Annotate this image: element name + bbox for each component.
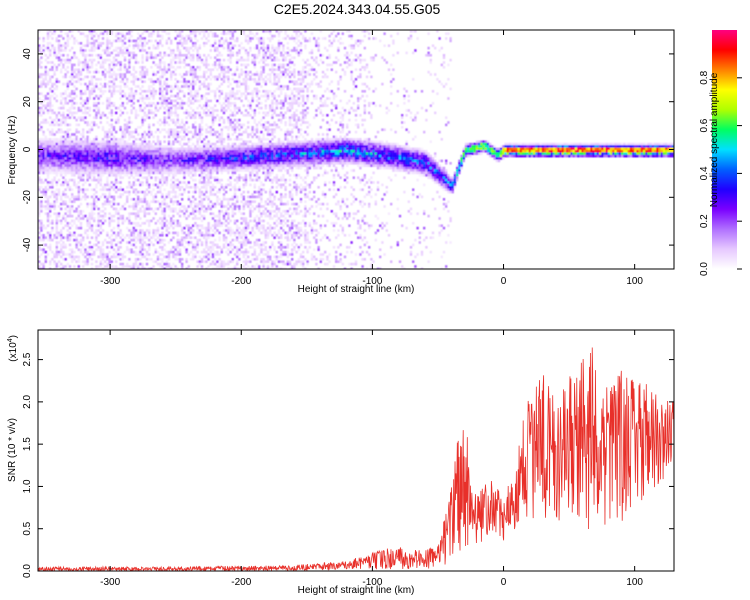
snr-y-tick-label: 0.0 (22, 564, 33, 578)
snr-y-tick-label: 2.5 (22, 352, 33, 366)
snr-x-tick-label: -300 (100, 577, 120, 588)
spectrogram-y-tick-label: -40 (22, 237, 33, 252)
snr-x-tick-label: -100 (362, 577, 382, 588)
spectrogram-y-axis-label: Frequency (Hz) (7, 116, 18, 185)
spectrogram-x-tick-label: 0 (501, 276, 507, 287)
colorbar-tick-label: 0.6 (699, 118, 710, 132)
snr-x-ticks: -300 -200 -100 0 100 (100, 330, 643, 588)
snr-x-tick-label: 100 (626, 577, 643, 588)
colorbar-gradient (712, 30, 737, 269)
spectrogram-x-tick-label: -200 (231, 276, 251, 287)
colorbar-tick-label: 0.8 (699, 70, 710, 84)
snr-frame (37, 329, 675, 572)
heatmap-cells (38, 30, 674, 269)
spectrogram-y-tick-label: 20 (22, 96, 33, 108)
spectrogram-x-ticks: -300 -200 -100 0 100 (100, 30, 643, 287)
spectrogram-y-tick-label: 40 (22, 48, 33, 60)
snr-scale-note: (x104) (7, 335, 19, 362)
spectrogram-x-tick-label: -100 (362, 276, 382, 287)
snr-y-axis-label: SNR (10 * v/v) (7, 418, 18, 482)
snr-y-tick-label: 0.5 (22, 521, 33, 535)
colorbar-tick-label: 0.0 (699, 262, 710, 276)
colorbar-label: Normalized spectral amplitude (709, 72, 720, 207)
snr-y-ticks: 0.0 0.5 1.0 1.5 2.0 2.5 (22, 352, 674, 578)
snr-x-tick-label: -200 (231, 577, 251, 588)
snr-x-tick-label: 0 (501, 577, 507, 588)
spectrogram-x-tick-label: 100 (626, 276, 643, 287)
snr-scale-close: ) (8, 335, 19, 338)
snr-scale-exponent: 4 (7, 338, 14, 342)
colorbar-ticks: 0.0 0.2 0.4 0.6 0.8 (699, 70, 742, 276)
spectrogram-x-axis-label: Height of straight line (km) (298, 284, 415, 295)
spectrogram-x-tick-label: -300 (100, 276, 120, 287)
snr-series-line (38, 347, 674, 571)
snr-scale-note-text: (x10 (8, 342, 19, 362)
spectrogram-y-tick-label: -20 (22, 190, 33, 205)
figure-title: C2E5.2024.343.04.55.G05 (274, 1, 441, 17)
colorbar-tick-label: 0.2 (699, 214, 710, 228)
snr-panel: -300 -200 -100 0 100 0.0 0.5 1.0 1.5 2.0 2.5 (x10… (7, 329, 675, 596)
spectrogram-y-ticks: -40 -20 0 20 40 (22, 48, 674, 252)
spectrogram-y-tick-label: 0 (22, 146, 33, 152)
snr-y-tick-label: 1.0 (22, 479, 33, 493)
snr-x-axis-label: Height of straight line (km) (298, 585, 415, 596)
snr-y-tick-label: 2.0 (22, 394, 33, 408)
colorbar-tick-label: 0.4 (699, 166, 710, 180)
snr-y-tick-label: 1.5 (22, 437, 33, 451)
colorbar: 0.0 0.2 0.4 0.6 0.8 Normalized spectral ampl… (699, 30, 742, 276)
